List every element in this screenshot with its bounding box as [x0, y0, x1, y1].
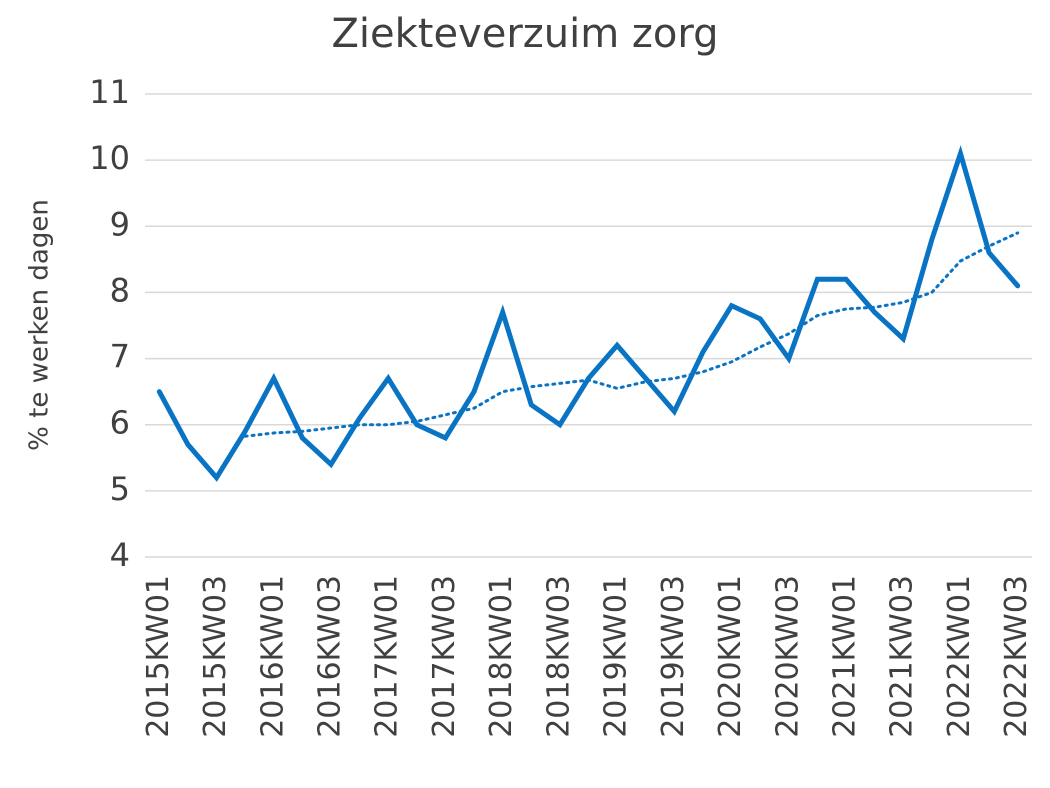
y-tick-label: 7 — [110, 338, 130, 376]
y-tick-label: 11 — [89, 73, 130, 111]
x-tick-label: 2020KW01 — [713, 575, 748, 738]
x-tick-label: 2017KW03 — [427, 575, 462, 738]
x-tick-label: 2021KW03 — [885, 575, 920, 738]
x-tick-label: 2018KW03 — [541, 575, 576, 738]
x-tick-label: 2019KW01 — [599, 575, 634, 738]
x-tick-label: 2015KW01 — [141, 575, 176, 738]
trend-line — [243, 231, 1020, 438]
data-line — [156, 145, 1021, 482]
x-tick-label: 2022KW01 — [942, 575, 977, 738]
x-tick-label: 2016KW01 — [255, 575, 290, 738]
x-tick-label: 2015KW03 — [198, 575, 233, 738]
y-tick-label: 9 — [110, 205, 130, 243]
y-axis-label: % te werken dagen — [25, 199, 55, 451]
y-tick-label: 8 — [110, 271, 130, 309]
x-tick-label: 2022KW03 — [999, 575, 1034, 738]
y-tick-label: 6 — [110, 404, 130, 442]
x-tick-label: 2021KW01 — [828, 575, 863, 738]
chart-title: Ziekteverzuim zorg — [331, 11, 718, 57]
x-tick-label: 2017KW01 — [370, 575, 405, 738]
x-tick-label: 2019KW03 — [656, 575, 691, 738]
y-tick-label: 4 — [110, 536, 130, 574]
y-tick-label: 5 — [110, 470, 130, 508]
x-tick-label: 2018KW01 — [484, 575, 519, 738]
y-tick-label: 10 — [89, 139, 130, 177]
x-tick-label: 2016KW03 — [312, 575, 347, 738]
x-tick-label: 2020KW03 — [770, 575, 805, 738]
